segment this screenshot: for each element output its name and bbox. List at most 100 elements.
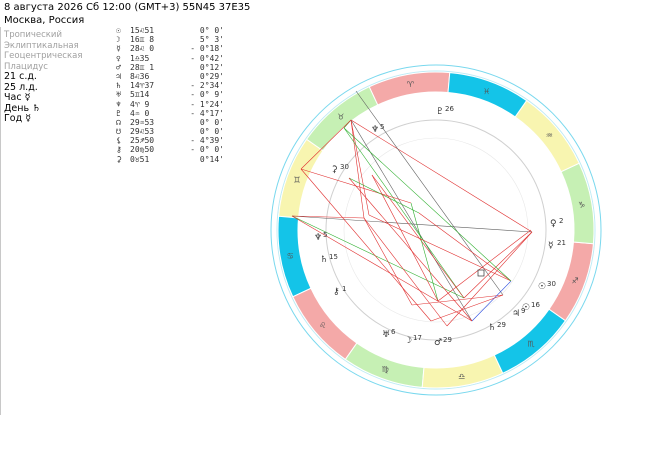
settings-item: Тропический (4, 30, 62, 40)
planet-latitude: 0° 0' (199, 127, 224, 137)
planet-position: 4♈ 9 (130, 99, 150, 109)
zodiac-sign-icon: ♈ (407, 80, 414, 89)
inner-aspect-circle-2 (343, 137, 529, 323)
planet-label-degree: 9 (521, 307, 525, 315)
settings-panel: Тропический Эклиптикальная Геоцентрическая… (4, 30, 114, 125)
planet-label-icon: ♆ (371, 125, 379, 135)
aspect-line (411, 294, 504, 306)
planet-label-degree: 1 (342, 285, 346, 293)
planet-glyph-icon: ☿ (116, 44, 121, 54)
planet-label-degree: 17 (413, 334, 422, 342)
planet-row: ⚸ 25♐50 - 4°39' (116, 136, 224, 145)
planet-row: ☿ 28♌ 0 - 0°18' (116, 44, 224, 53)
planet-row: ♆ 4♈ 9 - 1°24' (116, 100, 224, 109)
planet-row: ☉ 15♌51 0° 0' (116, 26, 224, 35)
natal-chart-svg[interactable]: ♈♉♊♋♌♍♎♏♐♑♒♓♇ 26♆ 5⚳ 30♀ 2☿ 21♆ 5♄ 15⚷ 1 ☉ 30☉ 16♃ 9… (256, 50, 616, 410)
planet-label-degree: 2 (559, 217, 563, 225)
zodiac-sign-icon: ♏ (528, 339, 536, 348)
planet-latitude: - 4°17' (190, 108, 224, 118)
aspect-line (355, 90, 504, 296)
planet-latitude: - 2°34' (190, 81, 224, 91)
planet-label-icon: ♄ (488, 323, 496, 333)
planet-position: 20♍50 (130, 145, 155, 155)
settings-item: 21 с.д. (4, 71, 37, 82)
aspect-line (371, 174, 465, 299)
planet-position: 29♒53 (130, 117, 155, 127)
aspect-line (291, 215, 465, 299)
planet-row: ♂ 28♊ 1 0°12' (116, 63, 224, 72)
planet-label-degree: 26 (445, 105, 454, 113)
planet-position: 4♒ 0 (130, 108, 150, 118)
settings-item: Час ☿ (4, 92, 31, 103)
planet-glyph-icon: ☊ (116, 117, 121, 127)
planet-position: 25♐50 (130, 136, 155, 146)
planet-row: ♅ 5♊14 - 0° 9' (116, 90, 224, 99)
planet-position: 15♌51 (130, 26, 155, 35)
aspect-line (350, 119, 473, 322)
aspect-line (363, 217, 448, 327)
outer-ring-inner (276, 70, 596, 390)
settings-item: Геоцентрическая (4, 51, 83, 61)
aspect-line (371, 174, 439, 302)
natal-chart-wheel[interactable]: ♈ ♉ ♊ ♋ ♌ ♍ ♎ ♏ ♐ ♑ ♒ ♓ ♇ 26 ♆ 5 ⚳ 30 ♀ 2 ☿ 21 ♆ 5 ♄ 15 ⚷ 1 ☉ 30 ☉ 16 ♃ 9… (256, 50, 616, 414)
planet-position: 29♌53 (130, 127, 155, 137)
planet-glyph-icon: ☽ (116, 35, 121, 45)
settings-item: Плацидус (4, 61, 48, 72)
zodiac-sign-icon: ♊ (293, 175, 300, 184)
zodiac-sign-icon: ♑ (578, 200, 585, 209)
planet-latitude: - 4°39' (190, 136, 224, 146)
planet-glyph-icon: ⚸ (116, 136, 122, 146)
zodiac-sign-icon: ♎ (458, 372, 465, 381)
planet-position: 1♎35 (130, 53, 150, 63)
planet-label-degree: 16 (531, 301, 540, 309)
aspect-line (446, 231, 533, 327)
aspect-line (430, 294, 504, 322)
planet-latitude: - 0°18' (190, 44, 224, 54)
settings-item: Эклиптикальная (4, 40, 79, 51)
aspect-line (300, 119, 352, 170)
zodiac-sign-icon: ♍ (382, 365, 389, 374)
settings-item: День ♄ (4, 102, 41, 114)
planet-label-degree: 29 (497, 321, 506, 329)
planet-latitude: 0° 0' (199, 26, 224, 35)
planet-latitude: - 0° 9' (190, 90, 224, 100)
zodiac-sign-icon: ♓ (483, 87, 490, 96)
planet-glyph-icon: ☋ (116, 127, 121, 137)
aspect-line (368, 214, 512, 282)
planet-label-icon: ☽ (404, 336, 412, 346)
aspect-line (291, 215, 365, 219)
planet-glyph-icon: ♃ (116, 71, 121, 81)
left-divider (0, 27, 1, 415)
planet-positions-table: ☉ 15♌51 0° 0' ☽ 16♊ 8 5° 3' ☿ 28♌ 0- 0°18' ♀ 1♎3… (116, 26, 224, 164)
planet-label-degree: 6 (391, 328, 396, 336)
planet-label-icon: ♄ (320, 255, 328, 265)
planet-glyph-icon: ♂ (116, 62, 121, 72)
planet-glyph-icon: ☉ (116, 26, 121, 35)
planet-label-icon: ♇ (436, 107, 444, 117)
planet-label-degree: 15 (329, 253, 338, 261)
planet-label-icon: ☉ (538, 282, 546, 292)
aspect-line (350, 119, 370, 216)
planet-glyph-icon: ⚷ (116, 145, 122, 155)
planet-position: 5♊14 (130, 90, 150, 100)
zodiac-sign-icon: ♌ (319, 321, 326, 330)
aspect-line (343, 127, 465, 299)
planet-label-icon: ⚷ (333, 287, 340, 297)
aspect-line (350, 119, 533, 233)
planet-label-icon: ♃ (512, 309, 520, 319)
planet-label-icon: ☿ (548, 241, 554, 251)
aspect-line (471, 280, 512, 322)
planet-position: 0♉51 (130, 154, 150, 164)
aspect-line (437, 229, 532, 302)
settings-item: Год ☿ (4, 113, 32, 124)
zodiac-sign-icon: ♋ (287, 252, 294, 261)
zodiac-sign-segment (447, 72, 528, 118)
planet-label-degree: 5 (323, 231, 327, 239)
planet-latitude: 5° 3' (199, 35, 224, 45)
planet-position: 16♊ 8 (130, 35, 155, 45)
planet-latitude: - 0° 0' (190, 145, 224, 155)
planet-label-icon: ♅ (382, 330, 390, 340)
inner-aspect-circle (325, 119, 547, 341)
zodiac-sign-icon: ♐ (571, 277, 578, 286)
planet-row: ♀ 1♎35 - 0°42' (116, 54, 224, 63)
